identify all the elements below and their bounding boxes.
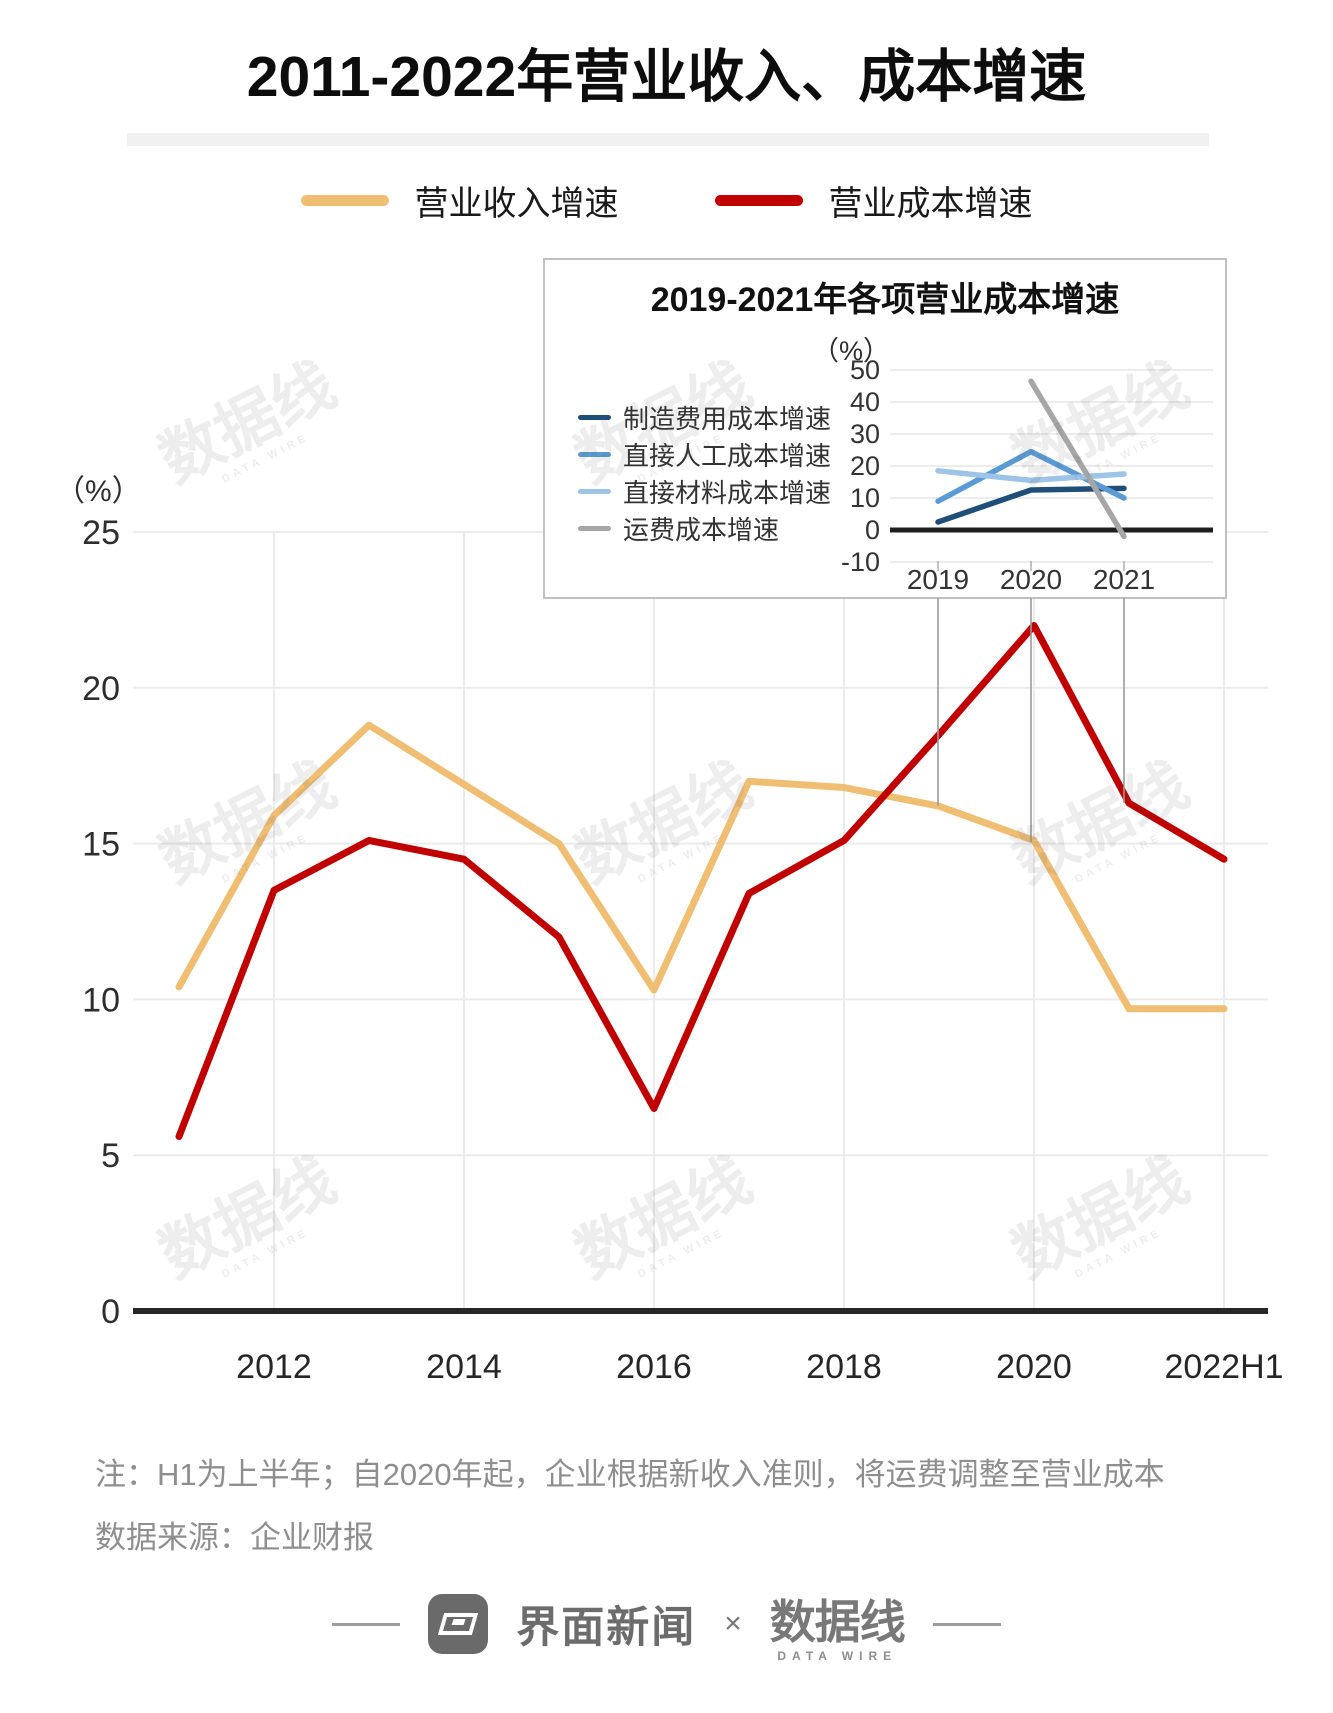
inset-legend-label: 制造费用成本增速 <box>623 403 832 434</box>
tick-label: 0 <box>865 515 880 545</box>
main-plot: 0 5 10 15 20 25 2012 2014 2016 2018 2020 2022H1 <box>82 514 1283 1386</box>
inset-panel-box <box>543 258 1227 599</box>
tick-label: -10 <box>841 547 880 577</box>
footer-separator: × <box>724 1607 742 1640</box>
footnote: 注：H1为上半年；自2020年起，企业根据新收入准则，将运费调整至营业成本 <box>95 1457 1165 1492</box>
inset-legend-label: 直接材料成本增速 <box>623 477 832 508</box>
tick-label: 2020 <box>1000 564 1062 595</box>
tick-label: 2016 <box>616 1348 692 1386</box>
inset-y-axis-unit: （%） <box>811 336 890 366</box>
tick-label: 25 <box>82 514 120 552</box>
tick-label: 20 <box>850 451 880 481</box>
legend-label-cost: 营业成本增速 <box>828 185 1033 223</box>
legend-label-revenue: 营业收入增速 <box>414 185 619 223</box>
series-line <box>175 721 1228 1013</box>
datawire-logo: 数据线 DATA WIRE <box>769 1596 906 1663</box>
inset-legend-label: 直接人工成本增速 <box>623 440 832 471</box>
tick-label: 15 <box>82 826 120 864</box>
main-y-axis-unit: （%） <box>55 475 142 508</box>
footer-left-dash <box>332 1622 401 1626</box>
inset-chart-title: 2019-2021年各项营业成本增速 <box>650 281 1120 319</box>
series-line <box>175 621 1228 1141</box>
tick-label: 20 <box>82 670 120 708</box>
inset-legend: 制造费用成本增速 直接人工成本增速 直接材料成本增速 运费成本增速 <box>578 404 831 552</box>
page-title: 2011-2022年营业收入、成本增速 <box>246 45 1087 109</box>
legend-item-revenue: 营业收入增速 <box>300 176 619 225</box>
tick-label: 2020 <box>996 1348 1072 1386</box>
inset-legend-label: 运费成本增速 <box>623 514 780 545</box>
inset-legend-item: 直接材料成本增速 <box>578 478 831 508</box>
inset-legend-swatch <box>578 488 611 494</box>
tick-label: 2018 <box>806 1348 882 1386</box>
tick-label: 2012 <box>236 1348 312 1386</box>
tick-label: 30 <box>850 419 880 449</box>
inset-legend-item: 制造费用成本增速 <box>578 404 831 434</box>
jiemian-logo-icon <box>428 1594 489 1654</box>
inset-legend-item: 运费成本增速 <box>578 515 831 545</box>
inset-legend-swatch <box>578 525 611 531</box>
inset-series-line <box>935 468 1127 484</box>
tick-label: 2019 <box>907 564 969 595</box>
tick-label: 2021 <box>1093 564 1155 595</box>
tick-label: 40 <box>850 387 880 417</box>
revenue-line-swatch <box>300 195 389 206</box>
tick-label: 50 <box>850 355 880 385</box>
jiemian-glyph <box>438 1613 479 1635</box>
inset-legend-swatch <box>578 451 611 457</box>
tick-label: 5 <box>101 1137 120 1175</box>
datawire-brand-name: 数据线 <box>769 1596 906 1648</box>
tick-label: 10 <box>82 981 120 1019</box>
tick-label: 2022H1 <box>1164 1348 1283 1386</box>
footer: 界面新闻 × 数据线 DATA WIRE <box>0 1592 1333 1663</box>
title-underline <box>127 133 1209 146</box>
tick-label: 2014 <box>426 1348 502 1386</box>
main-legend: 营业收入增速 营业成本增速 <box>0 176 1333 225</box>
jiemian-brand-name: 界面新闻 <box>516 1604 697 1652</box>
footer-right-dash <box>932 1622 1001 1626</box>
inset-series-line <box>1028 378 1127 540</box>
inset-legend-item: 直接人工成本增速 <box>578 441 831 471</box>
datawire-caption: DATA WIRE <box>777 1649 898 1663</box>
cost-line-swatch <box>714 195 803 206</box>
tick-label: 0 <box>101 1293 120 1331</box>
data-source-note: 数据来源：企业财报 <box>95 1520 374 1555</box>
legend-item-cost: 营业成本增速 <box>714 176 1033 225</box>
inset-legend-swatch <box>578 414 611 420</box>
tick-label: 10 <box>850 483 880 513</box>
